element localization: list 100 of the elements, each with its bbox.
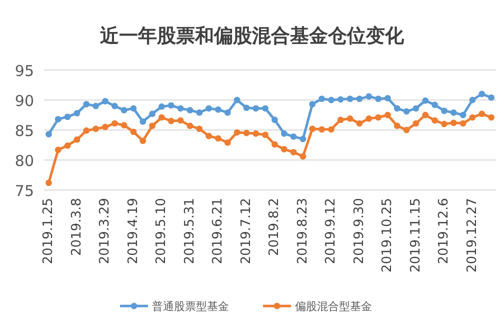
- point: [215, 106, 222, 113]
- point: [384, 95, 391, 102]
- point: [140, 118, 146, 125]
- x-tick-label: 2019.9.12: [324, 198, 339, 264]
- point: [111, 102, 118, 110]
- point: [450, 109, 457, 116]
- point: [206, 132, 212, 140]
- point: [403, 126, 410, 134]
- point: [130, 128, 137, 135]
- x-tick-label: 2019.8.23: [295, 198, 310, 264]
- x-tick-label: 2019.3.29: [98, 198, 113, 264]
- point: [64, 114, 71, 120]
- point: [403, 108, 410, 115]
- point: [384, 112, 391, 118]
- point: [252, 105, 260, 112]
- point: [224, 109, 231, 116]
- point: [215, 135, 222, 142]
- point: [412, 105, 420, 112]
- point: [120, 122, 128, 128]
- x-tick-label: 2019.5.10: [154, 198, 170, 264]
- x-tick-label: 2019.10.25: [380, 198, 396, 272]
- point: [130, 105, 137, 112]
- point: [469, 96, 476, 104]
- point: [272, 116, 278, 123]
- x-tick-label: 2019.5.31: [182, 198, 198, 264]
- point: [366, 93, 372, 100]
- point: [346, 115, 354, 122]
- point: [328, 96, 334, 104]
- point: [394, 105, 400, 112]
- point: [328, 126, 334, 133]
- point: [196, 126, 203, 132]
- x-tick-label: 2019.4.19: [126, 198, 141, 264]
- point: [168, 102, 174, 109]
- point: [300, 153, 306, 160]
- point: [290, 133, 297, 140]
- point: [290, 149, 297, 156]
- point: [450, 120, 457, 126]
- point: [83, 127, 90, 134]
- point: [120, 107, 128, 114]
- x-tick-label: 2019.3.8: [69, 198, 84, 256]
- point: [346, 96, 354, 102]
- point: [300, 136, 306, 142]
- point: [111, 120, 118, 127]
- legend-label: 普通股票型基金: [152, 300, 229, 313]
- point: [318, 126, 325, 133]
- point: [488, 114, 494, 121]
- y-tick-label: 90: [14, 92, 34, 110]
- point: [280, 146, 288, 152]
- point: [64, 142, 71, 149]
- point: [206, 105, 212, 112]
- point: [177, 117, 184, 124]
- point: [478, 90, 486, 98]
- point: [432, 102, 438, 108]
- point: [243, 104, 250, 111]
- point: [356, 96, 363, 102]
- point: [262, 105, 268, 112]
- point: [74, 110, 80, 116]
- point: [375, 114, 382, 121]
- x-tick-label: 2019.7.12: [238, 198, 254, 264]
- x-tick-label: 2019.11.15: [408, 198, 424, 272]
- point: [356, 120, 363, 127]
- point: [478, 110, 486, 117]
- point: [337, 96, 344, 103]
- point: [252, 130, 260, 137]
- chart-title: 近一年股票和偏股混合基金仓位变化: [99, 25, 405, 47]
- point: [149, 122, 156, 129]
- x-tick-label: 2019.1.25: [41, 198, 56, 264]
- point: [309, 126, 316, 132]
- point: [168, 118, 174, 124]
- point: [280, 130, 288, 137]
- point: [432, 117, 438, 124]
- x-tick-label: 2019.6.21: [210, 198, 226, 264]
- y-tick-label: 80: [14, 152, 34, 170]
- point: [243, 130, 250, 136]
- y-tick-label: 85: [14, 122, 34, 140]
- point: [394, 122, 400, 129]
- point: [460, 120, 466, 127]
- point: [177, 105, 184, 112]
- point: [83, 101, 90, 108]
- point: [422, 97, 429, 104]
- point: [366, 115, 372, 122]
- x-tick-label: 2019.9.30: [352, 198, 367, 264]
- point: [46, 180, 52, 186]
- point: [186, 107, 194, 114]
- point: [54, 116, 62, 122]
- x-tick-label: 2019.12.27: [464, 198, 480, 272]
- point: [441, 108, 448, 114]
- point: [337, 116, 344, 123]
- point: [92, 126, 99, 132]
- x-tick-label: 2019.12.6: [436, 198, 452, 264]
- point: [412, 120, 420, 127]
- x-tick-label: 2019.8.2: [267, 198, 282, 256]
- point: [375, 96, 382, 102]
- y-tick-label: 95: [14, 62, 34, 80]
- point: [46, 131, 52, 138]
- point: [54, 146, 62, 153]
- point: [196, 109, 203, 116]
- point: [441, 120, 448, 128]
- point: [158, 114, 165, 121]
- point: [224, 139, 231, 146]
